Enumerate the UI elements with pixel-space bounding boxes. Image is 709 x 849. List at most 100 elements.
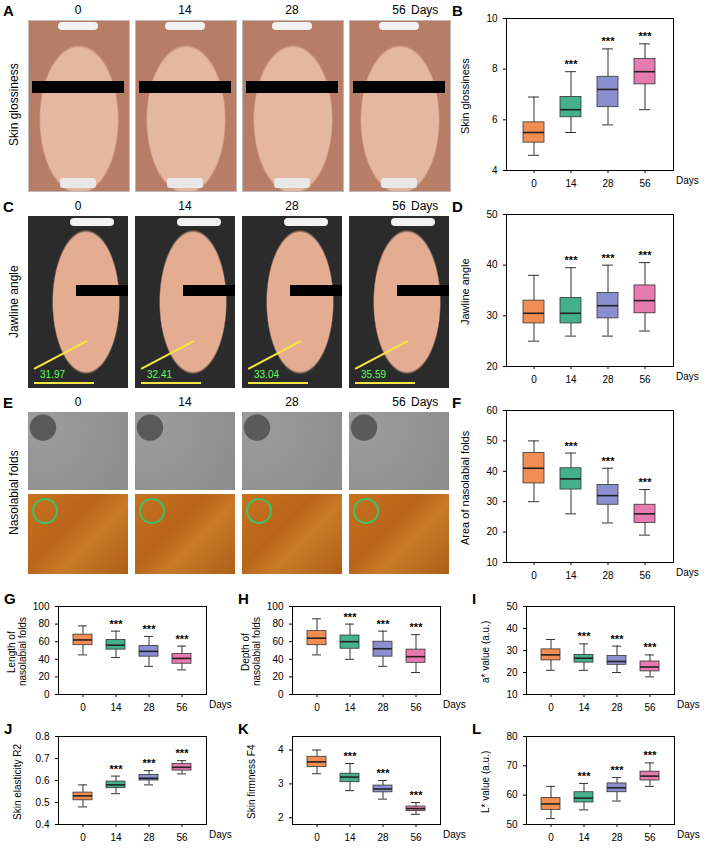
svg-text:***: *** [644, 749, 658, 761]
svg-text:28: 28 [143, 832, 155, 843]
svg-text:0: 0 [80, 832, 86, 843]
svg-text:100: 100 [33, 601, 50, 612]
svg-text:60: 60 [486, 405, 498, 416]
svg-text:0: 0 [548, 832, 554, 843]
svg-text:14: 14 [578, 702, 590, 713]
svg-text:0: 0 [531, 178, 537, 189]
svg-text:60: 60 [272, 636, 284, 647]
svg-text:56: 56 [410, 832, 422, 843]
svg-text:***: *** [143, 757, 157, 769]
svg-text:***: *** [602, 455, 616, 467]
svg-text:20: 20 [272, 671, 284, 682]
svg-text:28: 28 [611, 702, 623, 713]
svg-text:0: 0 [548, 702, 554, 713]
svg-text:20: 20 [486, 361, 498, 372]
svg-text:28: 28 [611, 832, 623, 843]
svg-text:14: 14 [110, 702, 122, 713]
svg-text:2: 2 [278, 812, 284, 823]
svg-text:0.7: 0.7 [36, 753, 50, 764]
svg-text:***: *** [611, 633, 625, 645]
svg-text:14: 14 [344, 832, 356, 843]
svg-text:***: *** [565, 254, 579, 266]
svg-text:60: 60 [506, 789, 518, 800]
svg-text:3: 3 [278, 778, 284, 789]
svg-text:56: 56 [176, 832, 188, 843]
svg-text:***: *** [639, 476, 653, 488]
svg-text:28: 28 [602, 178, 614, 189]
svg-text:8: 8 [492, 63, 498, 74]
svg-text:***: *** [143, 623, 157, 635]
svg-text:50: 50 [506, 819, 518, 830]
svg-text:30: 30 [486, 310, 498, 321]
svg-text:40: 40 [486, 259, 498, 270]
svg-text:80: 80 [272, 618, 284, 629]
svg-text:0.6: 0.6 [36, 775, 50, 786]
svg-text:80: 80 [38, 618, 50, 629]
svg-text:0.8: 0.8 [36, 731, 50, 742]
svg-text:100: 100 [267, 601, 284, 612]
svg-text:0: 0 [80, 702, 86, 713]
svg-text:4: 4 [492, 165, 498, 176]
svg-text:56: 56 [176, 702, 188, 713]
svg-text:14: 14 [565, 570, 577, 581]
svg-text:50: 50 [486, 435, 498, 446]
svg-text:20: 20 [38, 671, 50, 682]
svg-text:56: 56 [410, 702, 422, 713]
svg-text:20: 20 [486, 526, 498, 537]
svg-text:0: 0 [531, 374, 537, 385]
svg-text:40: 40 [486, 466, 498, 477]
svg-text:28: 28 [602, 374, 614, 385]
svg-text:30: 30 [506, 645, 518, 656]
svg-text:14: 14 [565, 178, 577, 189]
svg-text:56: 56 [639, 374, 651, 385]
svg-text:0.4: 0.4 [36, 819, 50, 830]
svg-text:30: 30 [486, 496, 498, 507]
svg-text:***: *** [344, 750, 358, 762]
svg-text:0: 0 [44, 689, 50, 700]
svg-text:***: *** [176, 747, 190, 759]
svg-text:***: *** [639, 249, 653, 261]
svg-text:56: 56 [639, 178, 651, 189]
svg-text:***: *** [602, 35, 616, 47]
svg-text:50: 50 [486, 209, 498, 220]
svg-text:28: 28 [602, 570, 614, 581]
svg-text:14: 14 [344, 702, 356, 713]
svg-text:14: 14 [565, 374, 577, 385]
svg-text:***: *** [565, 440, 579, 452]
svg-text:0: 0 [314, 832, 320, 843]
svg-text:40: 40 [506, 623, 518, 634]
svg-text:***: *** [110, 618, 124, 630]
svg-text:6: 6 [492, 114, 498, 125]
svg-text:56: 56 [639, 570, 651, 581]
svg-text:28: 28 [377, 832, 389, 843]
svg-text:50: 50 [506, 601, 518, 612]
svg-text:10: 10 [506, 689, 518, 700]
svg-text:***: *** [602, 252, 616, 264]
svg-text:0: 0 [531, 570, 537, 581]
svg-text:***: *** [110, 763, 124, 775]
svg-text:40: 40 [272, 654, 284, 665]
svg-text:***: *** [176, 633, 190, 645]
svg-text:14: 14 [578, 832, 590, 843]
svg-text:***: *** [565, 58, 579, 70]
svg-text:80: 80 [506, 731, 518, 742]
svg-text:40: 40 [38, 654, 50, 665]
svg-text:0.5: 0.5 [36, 797, 50, 808]
svg-text:***: *** [639, 30, 653, 42]
svg-text:***: *** [344, 611, 358, 623]
svg-text:14: 14 [110, 832, 122, 843]
svg-text:28: 28 [377, 702, 389, 713]
svg-text:70: 70 [506, 760, 518, 771]
svg-text:0: 0 [278, 689, 284, 700]
svg-text:***: *** [578, 770, 592, 782]
svg-text:10: 10 [486, 13, 498, 24]
svg-text:***: *** [410, 789, 424, 801]
svg-text:0: 0 [314, 702, 320, 713]
svg-text:***: *** [611, 764, 625, 776]
svg-text:4: 4 [278, 744, 284, 755]
svg-text:56: 56 [644, 702, 656, 713]
svg-text:***: *** [377, 618, 391, 630]
svg-text:***: *** [578, 630, 592, 642]
svg-text:***: *** [377, 767, 391, 779]
svg-text:***: *** [410, 621, 424, 633]
